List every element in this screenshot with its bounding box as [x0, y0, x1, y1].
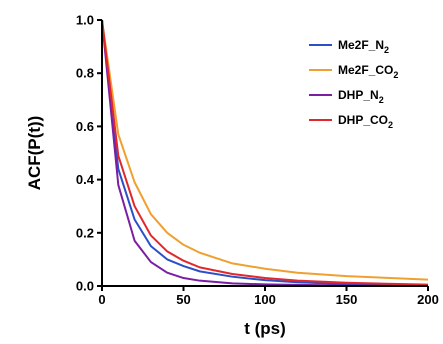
series-line-me2f-co2: [101, 19, 429, 281]
y-tick-label: 0.2: [76, 225, 94, 240]
series-lines: [101, 19, 429, 287]
y-axis-title: ACF(P(t)): [25, 116, 44, 191]
y-tick-label: 0.8: [76, 66, 94, 81]
series-line-dhp-co2: [101, 19, 429, 286]
y-tick-label: 0.6: [76, 119, 94, 134]
y-tick-label: 0.4: [76, 172, 95, 187]
series-line-me2f-n2: [101, 19, 429, 287]
y-tick-label: 0.0: [76, 279, 94, 294]
x-tick-label: 50: [176, 292, 190, 307]
legend-label: DHP_N2: [338, 88, 384, 105]
x-tick-label: 200: [417, 292, 439, 307]
y-tick-label: 1.0: [76, 13, 94, 28]
x-tick-label: 0: [98, 292, 105, 307]
x-tick-label: 100: [254, 292, 276, 307]
legend-label: Me2F_CO2: [338, 63, 398, 80]
legend: Me2F_N2 Me2F_CO2 DHP_N2 DHP_CO2: [309, 38, 398, 130]
axis-ticks: 0 50 100 150 200 0.0 0.2 0.4 0.6 0.8 1.0: [76, 13, 439, 308]
legend-label: Me2F_N2: [338, 38, 389, 55]
x-axis-title: t (ps): [244, 319, 286, 338]
x-tick-label: 150: [336, 292, 358, 307]
legend-label: DHP_CO2: [338, 113, 393, 130]
